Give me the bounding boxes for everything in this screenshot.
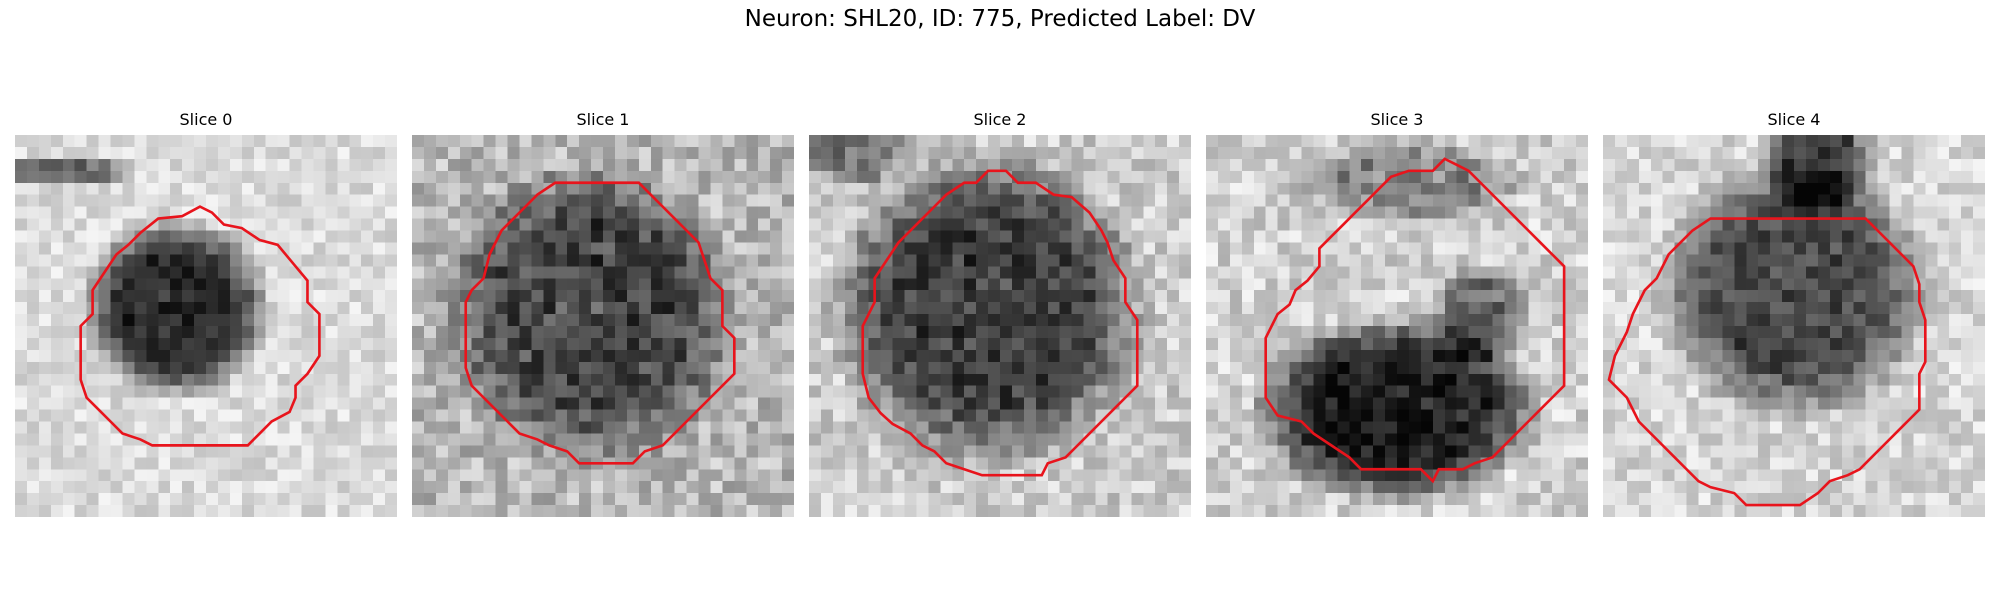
slice-panel-1: Slice 1 <box>412 108 794 517</box>
segmentation-contour <box>861 169 1139 477</box>
segmentation-contour <box>1264 157 1566 484</box>
slice-title-1: Slice 1 <box>576 110 630 129</box>
slice-title-3: Slice 3 <box>1370 110 1424 129</box>
slice-image-1 <box>412 135 794 517</box>
slice-image-3 <box>1206 135 1588 517</box>
segmentation-contour <box>79 205 321 447</box>
slice-image-2 <box>809 135 1191 517</box>
slice-panel-3: Slice 3 <box>1206 108 1588 517</box>
slice-image-4 <box>1603 135 1985 517</box>
slice-panel-0: Slice 0 <box>15 108 397 517</box>
segmentation-contour <box>464 181 736 465</box>
slice-title-2: Slice 2 <box>973 110 1027 129</box>
slice-panel-4: Slice 4 <box>1603 108 1985 517</box>
slice-title-4: Slice 4 <box>1767 110 1821 129</box>
slice-panel-2: Slice 2 <box>809 108 1191 517</box>
slice-title-0: Slice 0 <box>179 110 233 129</box>
figure-title: Neuron: SHL20, ID: 775, Predicted Label:… <box>744 6 1256 32</box>
segmentation-contour <box>1607 217 1927 507</box>
slice-image-0 <box>15 135 397 517</box>
